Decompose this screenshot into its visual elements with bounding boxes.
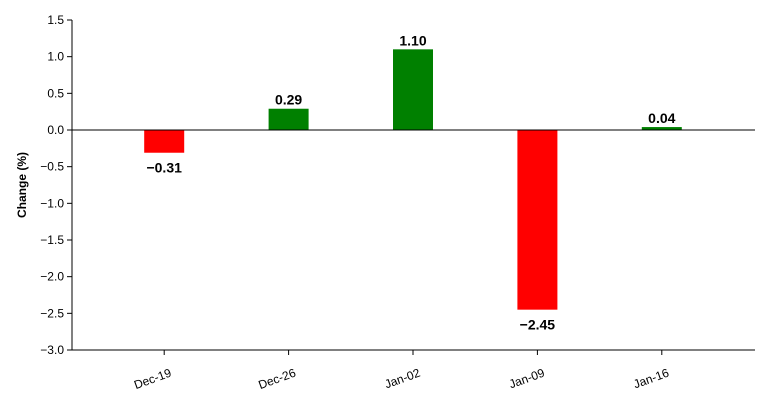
x-tick-label: Jan-16 (632, 366, 672, 392)
x-tick-label: Jan-02 (383, 366, 423, 392)
y-tick-label: 1.0 (47, 50, 64, 64)
bar (268, 108, 309, 130)
x-tick-label: Dec-26 (256, 366, 297, 392)
y-tick-label: −2.5 (40, 306, 64, 320)
bar (517, 130, 558, 310)
value-label: 0.29 (275, 92, 302, 108)
value-label: −0.31 (146, 160, 182, 176)
y-tick-label: 0.0 (47, 123, 64, 137)
value-label: 0.04 (648, 110, 675, 126)
bar (393, 49, 433, 131)
y-axis-label: Change (%) (15, 152, 29, 218)
y-tick-label: 1.5 (47, 13, 64, 27)
y-tick-label: −1.0 (40, 196, 64, 210)
y-tick-label: −3.0 (40, 343, 64, 357)
y-tick-label: −0.5 (40, 160, 64, 174)
bar (144, 130, 185, 153)
value-label: −2.45 (520, 317, 556, 333)
y-tick-label: −1.5 (40, 233, 64, 247)
x-tick-label: Jan-09 (507, 366, 547, 392)
x-tick-label: Dec-19 (132, 366, 173, 392)
bar (641, 127, 682, 130)
value-label: 1.10 (399, 32, 426, 48)
y-tick-label: −2.0 (40, 270, 64, 284)
y-tick-label: 0.5 (47, 86, 64, 100)
